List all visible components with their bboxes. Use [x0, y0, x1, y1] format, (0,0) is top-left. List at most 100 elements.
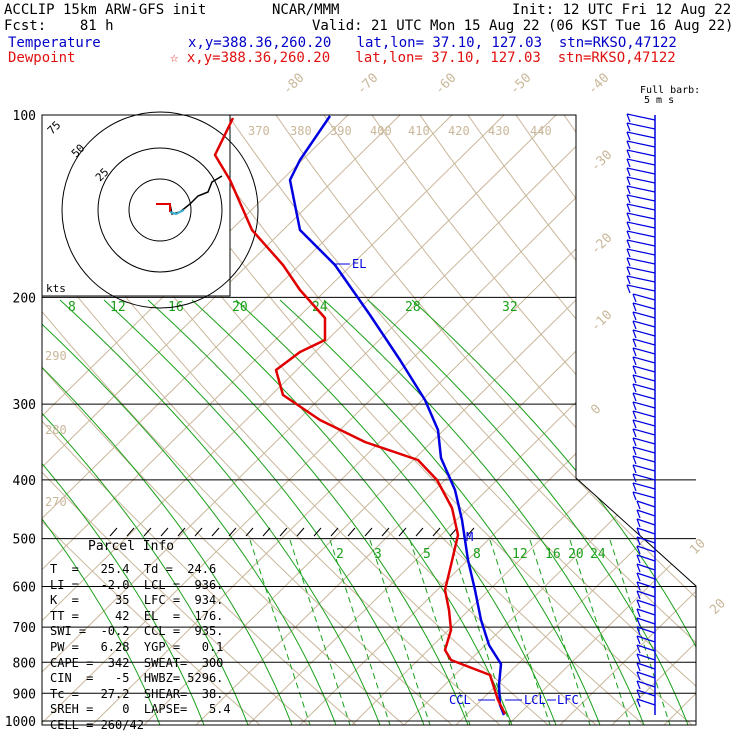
- mixing-ratio-line: [609, 539, 671, 725]
- parcel-info-row: CAPE = 342 SWEAT= 300: [50, 655, 224, 670]
- moist-adiabat-line: [235, 299, 557, 725]
- wind-barb-flag: [632, 365, 637, 375]
- parcel-info-row: PW = 6.28 YGP = 0.1: [50, 640, 224, 654]
- isotherm-label: -60: [432, 71, 459, 98]
- dry-adiabat-label: 270: [45, 495, 67, 509]
- wind-barb: [632, 320, 656, 328]
- wind-barb-flag: [632, 428, 637, 438]
- ccl-marker-label: CCL: [449, 693, 471, 707]
- isotherm-label: 0: [588, 402, 604, 418]
- isotherm-line: [455, 115, 696, 725]
- wind-barb-flag: [626, 230, 631, 240]
- wind-barb: [626, 158, 656, 166]
- wind-barb: [626, 266, 656, 274]
- isotherm-label: -50: [507, 71, 534, 98]
- dry-adiabat-line: [42, 115, 357, 725]
- hodograph-units: kts: [46, 282, 66, 295]
- pressure-tick-label: 300: [13, 398, 36, 413]
- wind-barb-flag: [626, 140, 631, 150]
- mixing-ratio-label: 16: [545, 547, 561, 562]
- temperature-legend-label: Temperature: [8, 35, 101, 51]
- wind-barb: [636, 500, 656, 508]
- isotherm-line: [663, 115, 696, 725]
- wind-barb: [636, 698, 656, 706]
- isotherm-line: [42, 115, 557, 725]
- wind-barb: [632, 437, 656, 445]
- hatch-tick: [347, 527, 356, 537]
- mixing-ratio-label: 5: [423, 547, 431, 562]
- moist-adiabat-line: [59, 299, 381, 725]
- wind-barb: [626, 257, 656, 265]
- hodograph-box: [41, 114, 231, 297]
- wind-barb: [636, 671, 656, 679]
- pressure-tick-label: 500: [13, 533, 36, 548]
- mixing-ratio-label: 3: [374, 547, 382, 562]
- wind-barb-flag: [636, 563, 641, 573]
- wind-barb-flag: [632, 437, 637, 447]
- hatch-tick: [330, 527, 339, 537]
- wind-barb-flag: [626, 275, 631, 285]
- dry-adiabat-line: [611, 115, 696, 725]
- wind-barb-flag: [626, 257, 631, 267]
- isotherm-line: [42, 115, 661, 725]
- dry-adiabat-label: 430: [488, 124, 510, 138]
- mixing-ratio-label: 8: [473, 547, 481, 562]
- mixing-ratio-label: 2: [336, 547, 344, 562]
- parcel-info-row: LI = -2.0 LCL = 936.: [50, 577, 224, 592]
- pressure-tick-label: 200: [13, 291, 36, 306]
- wind-barb: [626, 212, 656, 220]
- wind-barb-flag: [636, 500, 641, 510]
- hatch-tick: [109, 527, 118, 537]
- wind-barb-flag: [636, 671, 641, 681]
- wind-barb-flag: [636, 698, 641, 708]
- hodograph-ring: [128, 178, 192, 242]
- dry-adiabat-line: [708, 115, 740, 725]
- wind-barb: [636, 608, 656, 616]
- isotherm-label: -70: [354, 71, 381, 98]
- plot-frame: [41, 114, 697, 726]
- wind-barb-flag: [636, 599, 641, 609]
- isotherm-label: -20: [588, 231, 615, 258]
- mixing-ratio-line: [249, 539, 311, 725]
- wind-barb: [636, 617, 656, 625]
- pressure-tick-label: 800: [13, 656, 36, 671]
- wind-barb-flag: [632, 482, 637, 492]
- pressure-tick-label: 700: [13, 621, 36, 636]
- wind-barb: [636, 527, 656, 535]
- dry-adiabat-line: [42, 115, 405, 725]
- isotherm-label: -30: [588, 148, 615, 175]
- hatch-tick: [245, 527, 254, 537]
- wind-barb-flag: [632, 410, 637, 420]
- wind-barb: [632, 419, 656, 427]
- mixing-ratio-label: 24: [590, 547, 606, 562]
- dry-adiabat-line: [371, 115, 696, 725]
- hatch-tick: [228, 527, 237, 537]
- barb-legend-title: Full barb:: [640, 85, 701, 96]
- wind-barb: [632, 410, 656, 418]
- moist-adiabat-label: 24: [312, 300, 328, 315]
- pressure-tick-label: 400: [13, 474, 36, 489]
- wind-barb-flag: [636, 617, 641, 627]
- moist-adiabat-label: 8: [68, 300, 76, 315]
- hatch-tick: [432, 527, 441, 537]
- wind-barb-flag: [636, 536, 641, 546]
- wind-barb-flag: [636, 554, 641, 564]
- barb-legend-unit: 5 m s: [644, 95, 675, 106]
- dry-adiabat-label: 390: [330, 124, 352, 138]
- dry-adiabat-line: [419, 115, 696, 725]
- wind-barb-flag: [632, 293, 637, 303]
- wind-barb: [626, 194, 656, 202]
- dewpoint-location-info: ☆ x,y=388.36,260.20 lat,lon= 37.10, 127.…: [170, 50, 676, 66]
- moist-adiabat-line: [42, 299, 161, 725]
- parcel-info-row: T = 25.4 Td = 24.6: [50, 562, 217, 576]
- isotherm-label: -10: [588, 308, 615, 335]
- hatch-tick: [415, 527, 424, 537]
- pressure-tick-label: 100: [13, 109, 36, 124]
- mixing-ratio-label: 20: [568, 547, 584, 562]
- lfc-marker-label: LFC: [557, 693, 579, 707]
- isotherm-label: 10: [687, 536, 709, 558]
- wind-barb: [626, 203, 656, 211]
- hatch-tick: [398, 527, 407, 537]
- isotherm-line: [247, 115, 696, 725]
